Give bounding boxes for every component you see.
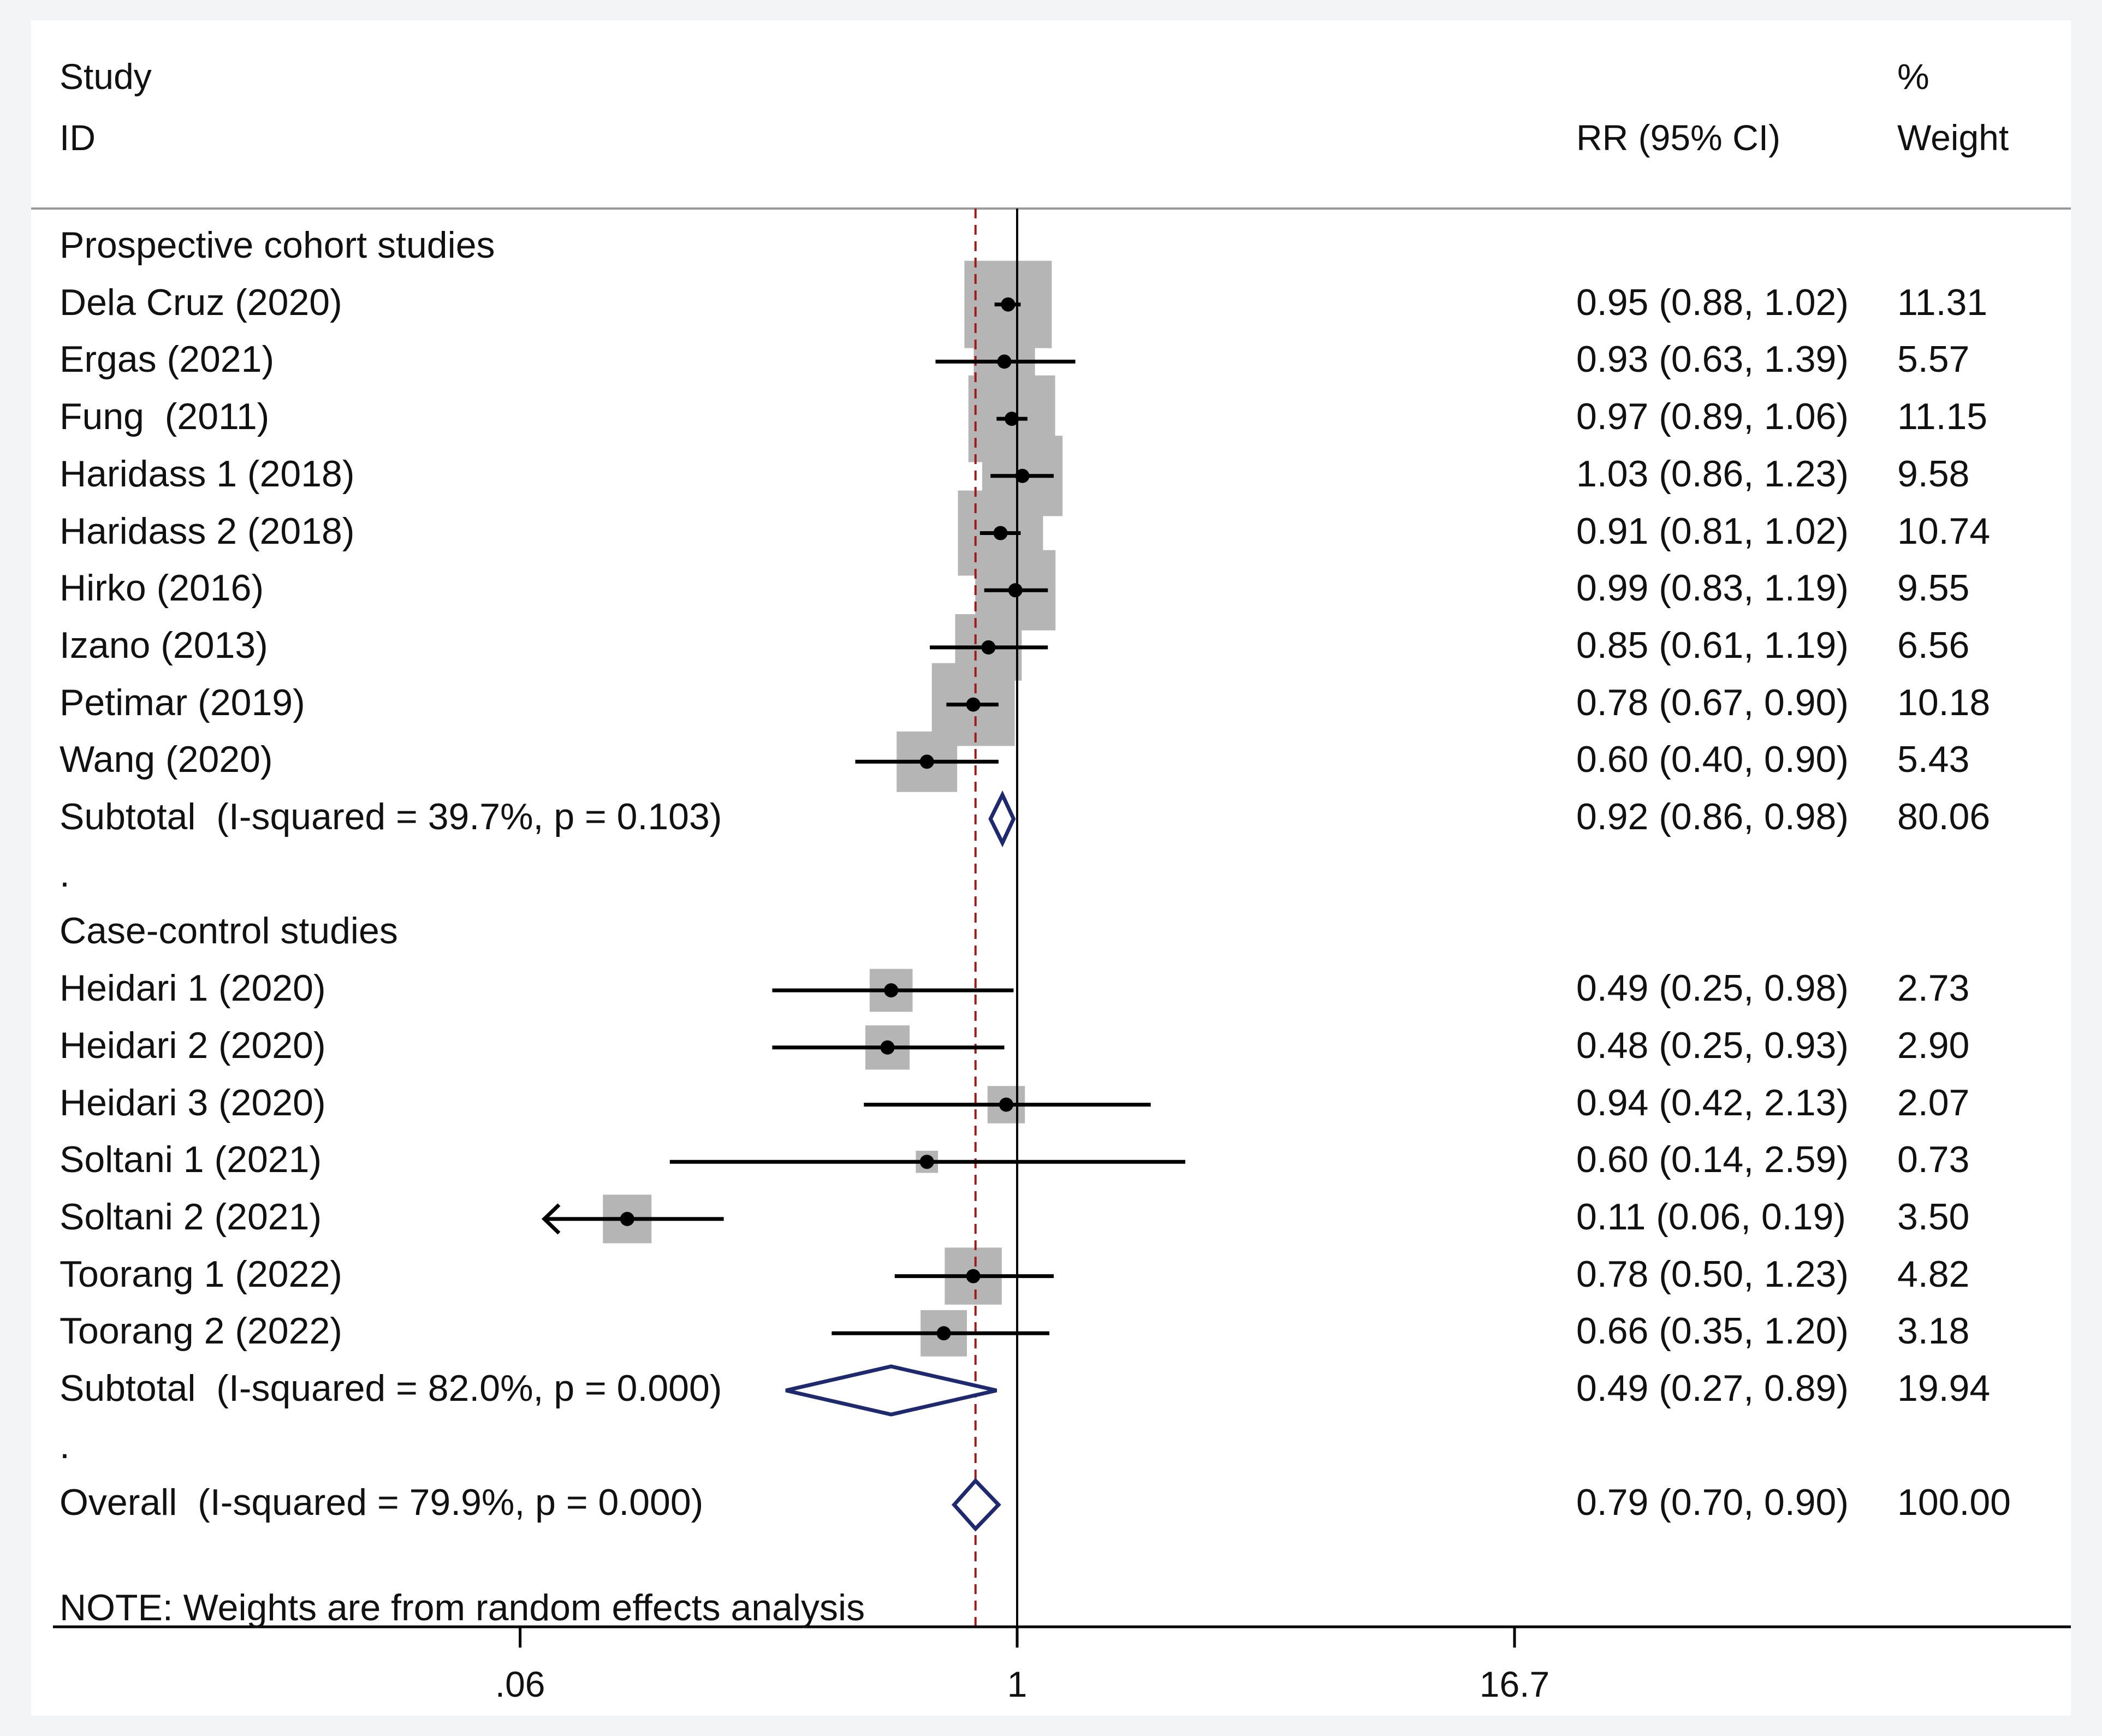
effect-ci: 0.99 (0.83, 1.19) bbox=[1576, 567, 1849, 609]
row-label: Heidari 3 (2020) bbox=[60, 1081, 326, 1123]
effect-ci: 0.85 (0.61, 1.19) bbox=[1576, 624, 1849, 666]
weight-value: 9.58 bbox=[1897, 453, 1970, 495]
row-label: Subtotal (I-squared = 82.0%, p = 0.000) bbox=[60, 1368, 722, 1409]
footnote: NOTE: Weights are from random effects an… bbox=[60, 1587, 865, 1628]
weight-value: 11.15 bbox=[1897, 396, 1988, 438]
weight-value: 3.18 bbox=[1897, 1310, 1970, 1352]
row-label: . bbox=[60, 853, 70, 895]
header-study: Study bbox=[60, 56, 152, 97]
row-label: Hirko (2016) bbox=[60, 567, 264, 609]
header-id: ID bbox=[60, 117, 96, 158]
forest-plot-panel: Study ID RR (95% CI) % Weight NOTE: Weig… bbox=[31, 20, 2071, 1716]
row-label: Soltani 1 (2021) bbox=[60, 1139, 322, 1181]
effect-ci: 0.66 (0.35, 1.20) bbox=[1576, 1310, 1849, 1352]
effect-ci: 0.91 (0.81, 1.02) bbox=[1576, 510, 1849, 552]
weight-value: 2.90 bbox=[1897, 1024, 1970, 1066]
effect-ci: 1.03 (0.86, 1.23) bbox=[1576, 453, 1849, 495]
point-estimate bbox=[1001, 297, 1016, 312]
x-tick-label: 16.7 bbox=[1479, 1664, 1550, 1704]
header-weight: Weight bbox=[1897, 117, 2009, 158]
effect-ci: 0.95 (0.88, 1.02) bbox=[1576, 281, 1849, 323]
weight-value: 19.94 bbox=[1897, 1368, 1991, 1409]
effect-ci: 0.48 (0.25, 0.93) bbox=[1576, 1024, 1849, 1066]
header-effect: RR (95% CI) bbox=[1576, 117, 1781, 158]
effect-ci: 0.60 (0.14, 2.59) bbox=[1576, 1139, 1849, 1181]
weight-value: 10.74 bbox=[1897, 510, 1991, 552]
point-estimate bbox=[880, 1040, 895, 1055]
row-label: Overall (I-squared = 79.9%, p = 0.000) bbox=[60, 1482, 704, 1524]
row-label: Dela Cruz (2020) bbox=[60, 281, 342, 323]
effect-ci: 0.94 (0.42, 2.13) bbox=[1576, 1081, 1849, 1123]
effect-ci: 0.49 (0.27, 0.89) bbox=[1576, 1368, 1849, 1409]
point-estimate bbox=[1005, 412, 1019, 426]
row-label: Haridass 2 (2018) bbox=[60, 510, 355, 552]
weight-value: 10.18 bbox=[1897, 681, 1991, 723]
row-label: Wang (2020) bbox=[60, 739, 273, 781]
weight-value: 2.73 bbox=[1897, 967, 1970, 1009]
row-label: Prospective cohort studies bbox=[60, 224, 495, 266]
effect-ci: 0.79 (0.70, 0.90) bbox=[1576, 1482, 1849, 1524]
effect-ci: 0.60 (0.40, 0.90) bbox=[1576, 739, 1849, 781]
effect-ci: 0.49 (0.25, 0.98) bbox=[1576, 967, 1849, 1009]
point-estimate bbox=[966, 697, 981, 712]
weight-value: 2.07 bbox=[1897, 1081, 1970, 1123]
row-label: Toorang 1 (2022) bbox=[60, 1253, 342, 1295]
point-estimate bbox=[1015, 468, 1030, 483]
row-label: Fung (2011) bbox=[60, 396, 270, 438]
effect-ci: 0.11 (0.06, 0.19) bbox=[1576, 1196, 1846, 1238]
weight-value: 3.50 bbox=[1897, 1196, 1970, 1238]
forest-plot bbox=[31, 207, 2071, 1648]
point-estimate bbox=[919, 1155, 934, 1169]
weight-value: 0.73 bbox=[1897, 1139, 1970, 1181]
point-estimate bbox=[936, 1326, 951, 1341]
point-estimate bbox=[966, 1269, 981, 1283]
row-label: Heidari 2 (2020) bbox=[60, 1024, 326, 1066]
row-label: Izano (2013) bbox=[60, 624, 268, 666]
row-label: Haridass 1 (2018) bbox=[60, 453, 355, 495]
weight-value: 4.82 bbox=[1897, 1253, 1970, 1295]
effect-ci: 0.97 (0.89, 1.06) bbox=[1576, 396, 1849, 438]
point-estimate bbox=[993, 526, 1008, 540]
weight-value: 9.55 bbox=[1897, 567, 1970, 609]
x-tick-label: 1 bbox=[1007, 1664, 1028, 1704]
x-tick-label: .06 bbox=[495, 1664, 545, 1704]
header-pct: % bbox=[1897, 56, 1929, 97]
row-label: Ergas (2021) bbox=[60, 338, 275, 381]
row-label: Case-control studies bbox=[60, 910, 398, 952]
row-label: Toorang 2 (2022) bbox=[60, 1310, 342, 1352]
point-estimate bbox=[997, 354, 1012, 369]
point-estimate bbox=[999, 1097, 1013, 1112]
row-label: Subtotal (I-squared = 39.7%, p = 0.103) bbox=[60, 796, 722, 837]
effect-ci: 0.78 (0.67, 0.90) bbox=[1576, 681, 1849, 723]
weight-value: 6.56 bbox=[1897, 624, 1970, 666]
row-label: Soltani 2 (2021) bbox=[60, 1196, 322, 1238]
row-label: . bbox=[60, 1424, 70, 1466]
weight-value: 80.06 bbox=[1897, 796, 1991, 837]
row-label: Heidari 1 (2020) bbox=[60, 967, 326, 1009]
weight-value: 5.43 bbox=[1897, 739, 1970, 781]
row-label: Petimar (2019) bbox=[60, 681, 305, 723]
point-estimate bbox=[620, 1211, 634, 1226]
point-estimate bbox=[981, 640, 996, 655]
point-estimate bbox=[884, 983, 899, 998]
effect-ci: 0.93 (0.63, 1.39) bbox=[1576, 338, 1849, 381]
subtotal-diamond bbox=[988, 790, 1016, 848]
weight-value: 5.57 bbox=[1897, 338, 1970, 381]
weight-value: 100.00 bbox=[1897, 1482, 2011, 1524]
point-estimate bbox=[919, 754, 934, 769]
weight-value: 11.31 bbox=[1897, 281, 1988, 323]
effect-ci: 0.78 (0.50, 1.23) bbox=[1576, 1253, 1849, 1295]
point-estimate bbox=[1008, 583, 1023, 598]
overall-diamond bbox=[951, 1478, 1001, 1532]
subtotal-diamond bbox=[785, 1364, 997, 1417]
effect-ci: 0.92 (0.86, 0.98) bbox=[1576, 796, 1849, 837]
ci-arrow bbox=[541, 1203, 561, 1235]
